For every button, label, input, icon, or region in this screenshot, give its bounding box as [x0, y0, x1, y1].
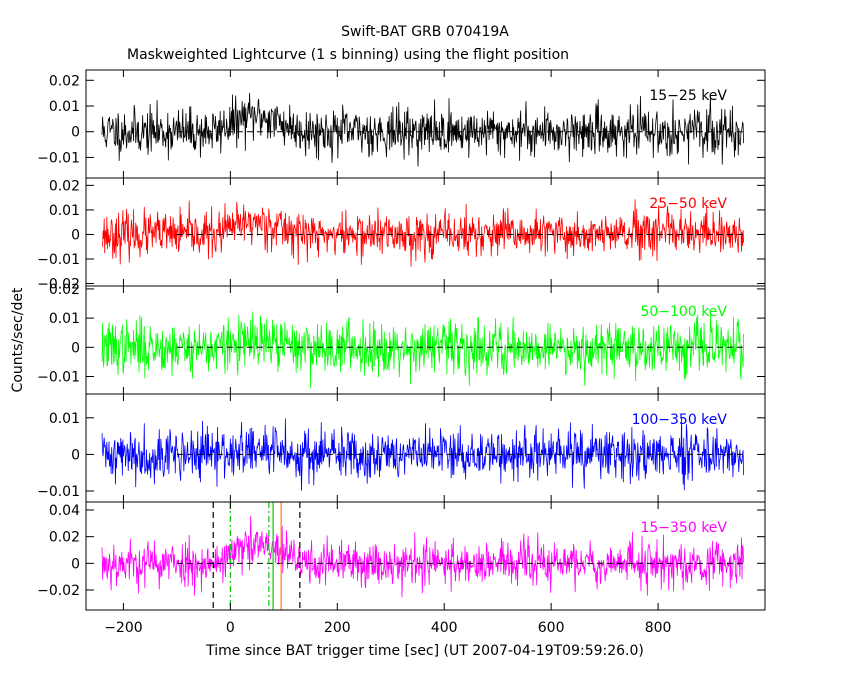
y-tick-label: 0 [71, 125, 80, 141]
series-label: 50−100 keV [640, 304, 727, 320]
y-tick-label: −0.02 [37, 277, 80, 293]
y-tick-label: 0 [71, 556, 80, 572]
y-tick-label: 0.02 [49, 73, 80, 89]
y-tick-label: 0.01 [49, 411, 80, 427]
y-tick-label: −0.02 [37, 583, 80, 599]
y-tick-label: −0.01 [37, 252, 80, 268]
y-tick-label: 0 [71, 447, 80, 463]
series-label: 25−50 keV [649, 196, 727, 212]
series-line [101, 417, 745, 491]
x-tick-label: −200 [104, 620, 142, 636]
y-tick-label: 0.04 [49, 503, 80, 519]
series-line [101, 92, 745, 167]
y-tick-label: 0.02 [49, 530, 80, 546]
panels-group: 0.02 0.01 0 −0.01 15−25 keV 0.02 0.01 0 −0.01 −0.… [37, 69, 766, 636]
series-label: 15−25 keV [649, 88, 727, 104]
x-tick-label: 400 [431, 620, 458, 636]
y-tick-label: 0.01 [49, 311, 80, 327]
y-tick-label: −0.01 [37, 150, 80, 166]
series-line [101, 311, 745, 389]
chart-title: Swift-BAT GRB 070419A [341, 24, 509, 40]
x-tick-label: 200 [324, 620, 351, 636]
x-axis-label: Time since BAT trigger time [sec] (UT 20… [205, 643, 644, 659]
series-line [101, 515, 745, 598]
x-tick-label: 0 [226, 620, 235, 636]
series-label: 100−350 keV [632, 412, 728, 428]
y-tick-label: 0.01 [49, 99, 80, 115]
y-tick-label: −0.01 [37, 484, 80, 500]
y-tick-label: 0 [71, 340, 80, 356]
series-line [101, 199, 745, 267]
x-tick-label: 800 [645, 620, 672, 636]
y-tick-label: 0.02 [49, 282, 80, 298]
y-tick-label: 0.01 [49, 203, 80, 219]
chart-subtitle: Maskweighted Lightcurve (1 s binning) us… [127, 47, 569, 63]
x-tick-label: 600 [538, 620, 565, 636]
panel-frame [85, 501, 766, 611]
y-tick-label: 0.02 [49, 178, 80, 194]
y-axis-label: Counts/sec/det [10, 287, 26, 392]
series-label: 15−350 keV [640, 520, 727, 536]
y-tick-label: 0 [71, 227, 80, 243]
y-tick-label: −0.01 [37, 369, 80, 385]
